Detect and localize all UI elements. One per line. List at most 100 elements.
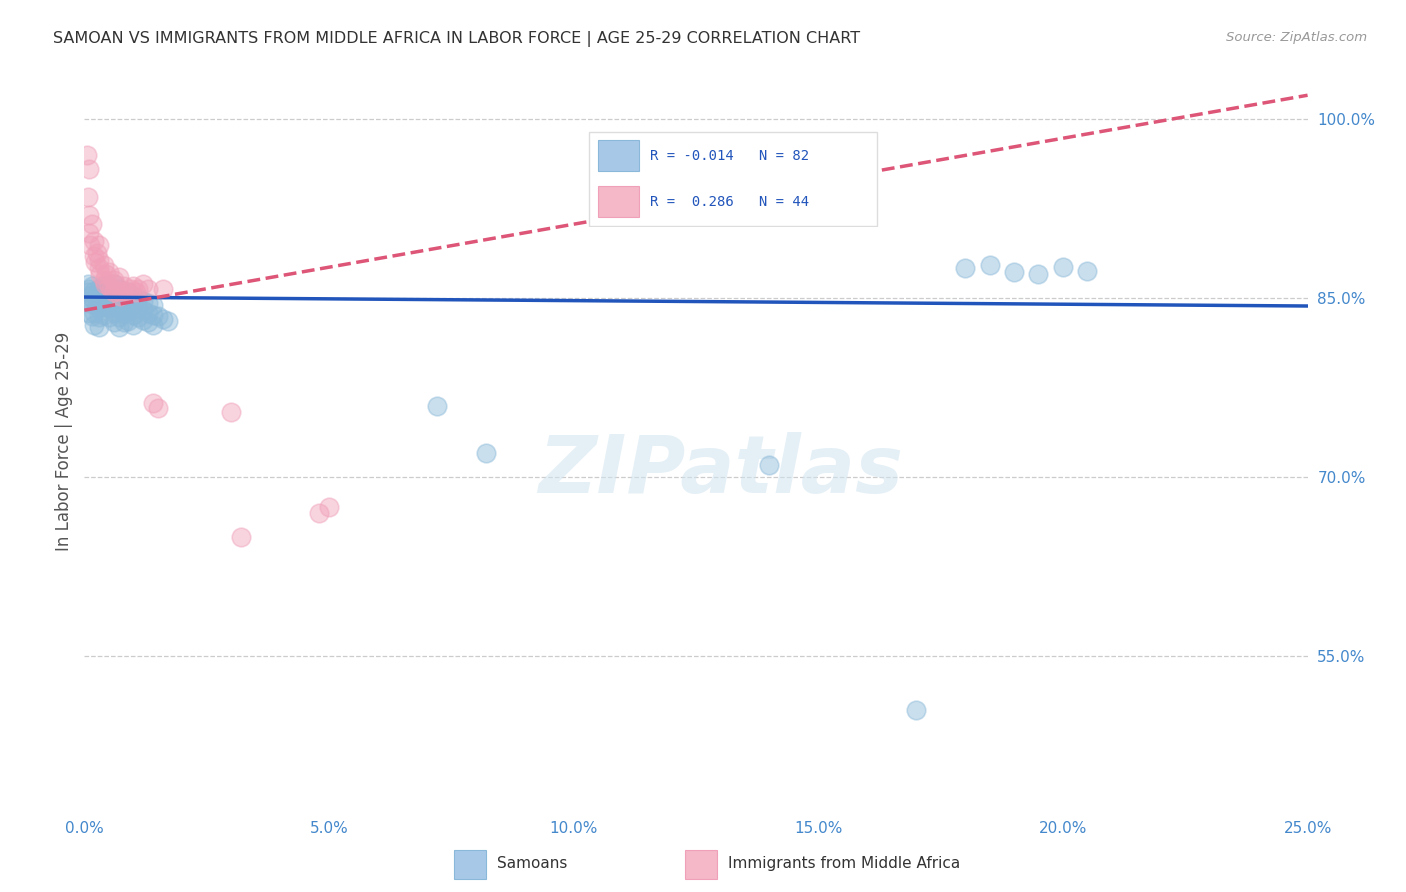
Point [132, 293, 155, 308]
Point [103, 286, 125, 301]
Point [77, 282, 100, 296]
Point [86, 289, 108, 303]
Point [93, 308, 115, 322]
Point [83, 318, 105, 332]
Point [112, 296, 135, 310]
Point [103, 315, 125, 329]
Point [97, 310, 120, 325]
Point [107, 301, 129, 315]
Point [77, 277, 100, 291]
Point [77, 226, 100, 240]
Point [136, 315, 159, 329]
Point [80, 309, 103, 323]
Point [1076, 264, 1098, 278]
Point [96, 285, 118, 300]
Point [125, 285, 148, 300]
Point [122, 279, 145, 293]
Point [108, 289, 131, 303]
Point [132, 312, 155, 326]
Point [103, 305, 125, 319]
Point [112, 286, 135, 301]
Point [152, 311, 174, 326]
Point [87, 301, 110, 315]
Point [87, 261, 110, 276]
Point [474, 446, 496, 460]
Text: Source: ZipAtlas.com: Source: ZipAtlas.com [1226, 31, 1367, 45]
Point [77, 208, 100, 222]
Point [97, 291, 120, 305]
Point [80, 217, 103, 231]
Point [97, 301, 120, 315]
Point [87, 253, 110, 268]
Point [93, 279, 115, 293]
Point [90, 293, 112, 308]
Point [758, 458, 780, 473]
Point [79, 289, 101, 303]
Point [156, 314, 179, 328]
Point [103, 285, 125, 300]
Point [97, 282, 120, 296]
Point [107, 284, 129, 298]
Point [79, 237, 101, 252]
Point [96, 268, 118, 282]
Point [100, 282, 122, 296]
Point [107, 310, 129, 325]
Point [146, 401, 169, 416]
Point [136, 305, 159, 319]
Point [77, 190, 100, 204]
Point [86, 245, 108, 260]
Point [77, 293, 100, 308]
Point [1002, 265, 1025, 279]
Point [117, 285, 139, 300]
Point [97, 279, 120, 293]
Point [117, 285, 139, 300]
Point [83, 305, 105, 319]
Point [80, 297, 103, 311]
Point [103, 296, 125, 310]
Point [110, 303, 132, 318]
Point [127, 310, 149, 325]
Point [142, 396, 165, 410]
Point [122, 308, 145, 322]
Point [89, 268, 111, 282]
Point [318, 500, 340, 515]
Point [112, 305, 135, 319]
Point [112, 279, 135, 293]
Point [83, 284, 105, 298]
Point [117, 314, 139, 328]
Point [105, 298, 128, 312]
Point [87, 237, 110, 252]
Point [87, 310, 110, 325]
Point [93, 258, 115, 272]
Point [114, 284, 136, 298]
Point [979, 258, 1001, 272]
Point [87, 282, 110, 296]
Point [104, 277, 127, 291]
Point [90, 285, 112, 300]
Text: SAMOAN VS IMMIGRANTS FROM MIDDLE AFRICA IN LABOR FORCE | AGE 25-29 CORRELATION C: SAMOAN VS IMMIGRANTS FROM MIDDLE AFRICA … [53, 31, 860, 47]
Point [103, 277, 125, 291]
Point [953, 261, 976, 276]
Point [136, 282, 159, 296]
Point [76, 148, 98, 162]
Point [100, 284, 122, 298]
Point [132, 277, 155, 291]
Y-axis label: In Labor Force | Age 25-29: In Labor Force | Age 25-29 [55, 332, 73, 551]
Point [103, 273, 125, 287]
Point [97, 265, 120, 279]
Point [87, 291, 110, 305]
Point [87, 319, 110, 334]
Point [117, 294, 139, 309]
Point [83, 250, 105, 264]
Point [84, 255, 107, 269]
Point [152, 282, 174, 296]
Point [94, 277, 117, 291]
Point [127, 282, 149, 296]
Point [120, 282, 142, 296]
Point [142, 298, 165, 312]
Point [219, 405, 242, 419]
Point [905, 703, 928, 717]
Point [136, 296, 159, 310]
Point [76, 285, 98, 300]
Point [132, 303, 155, 318]
